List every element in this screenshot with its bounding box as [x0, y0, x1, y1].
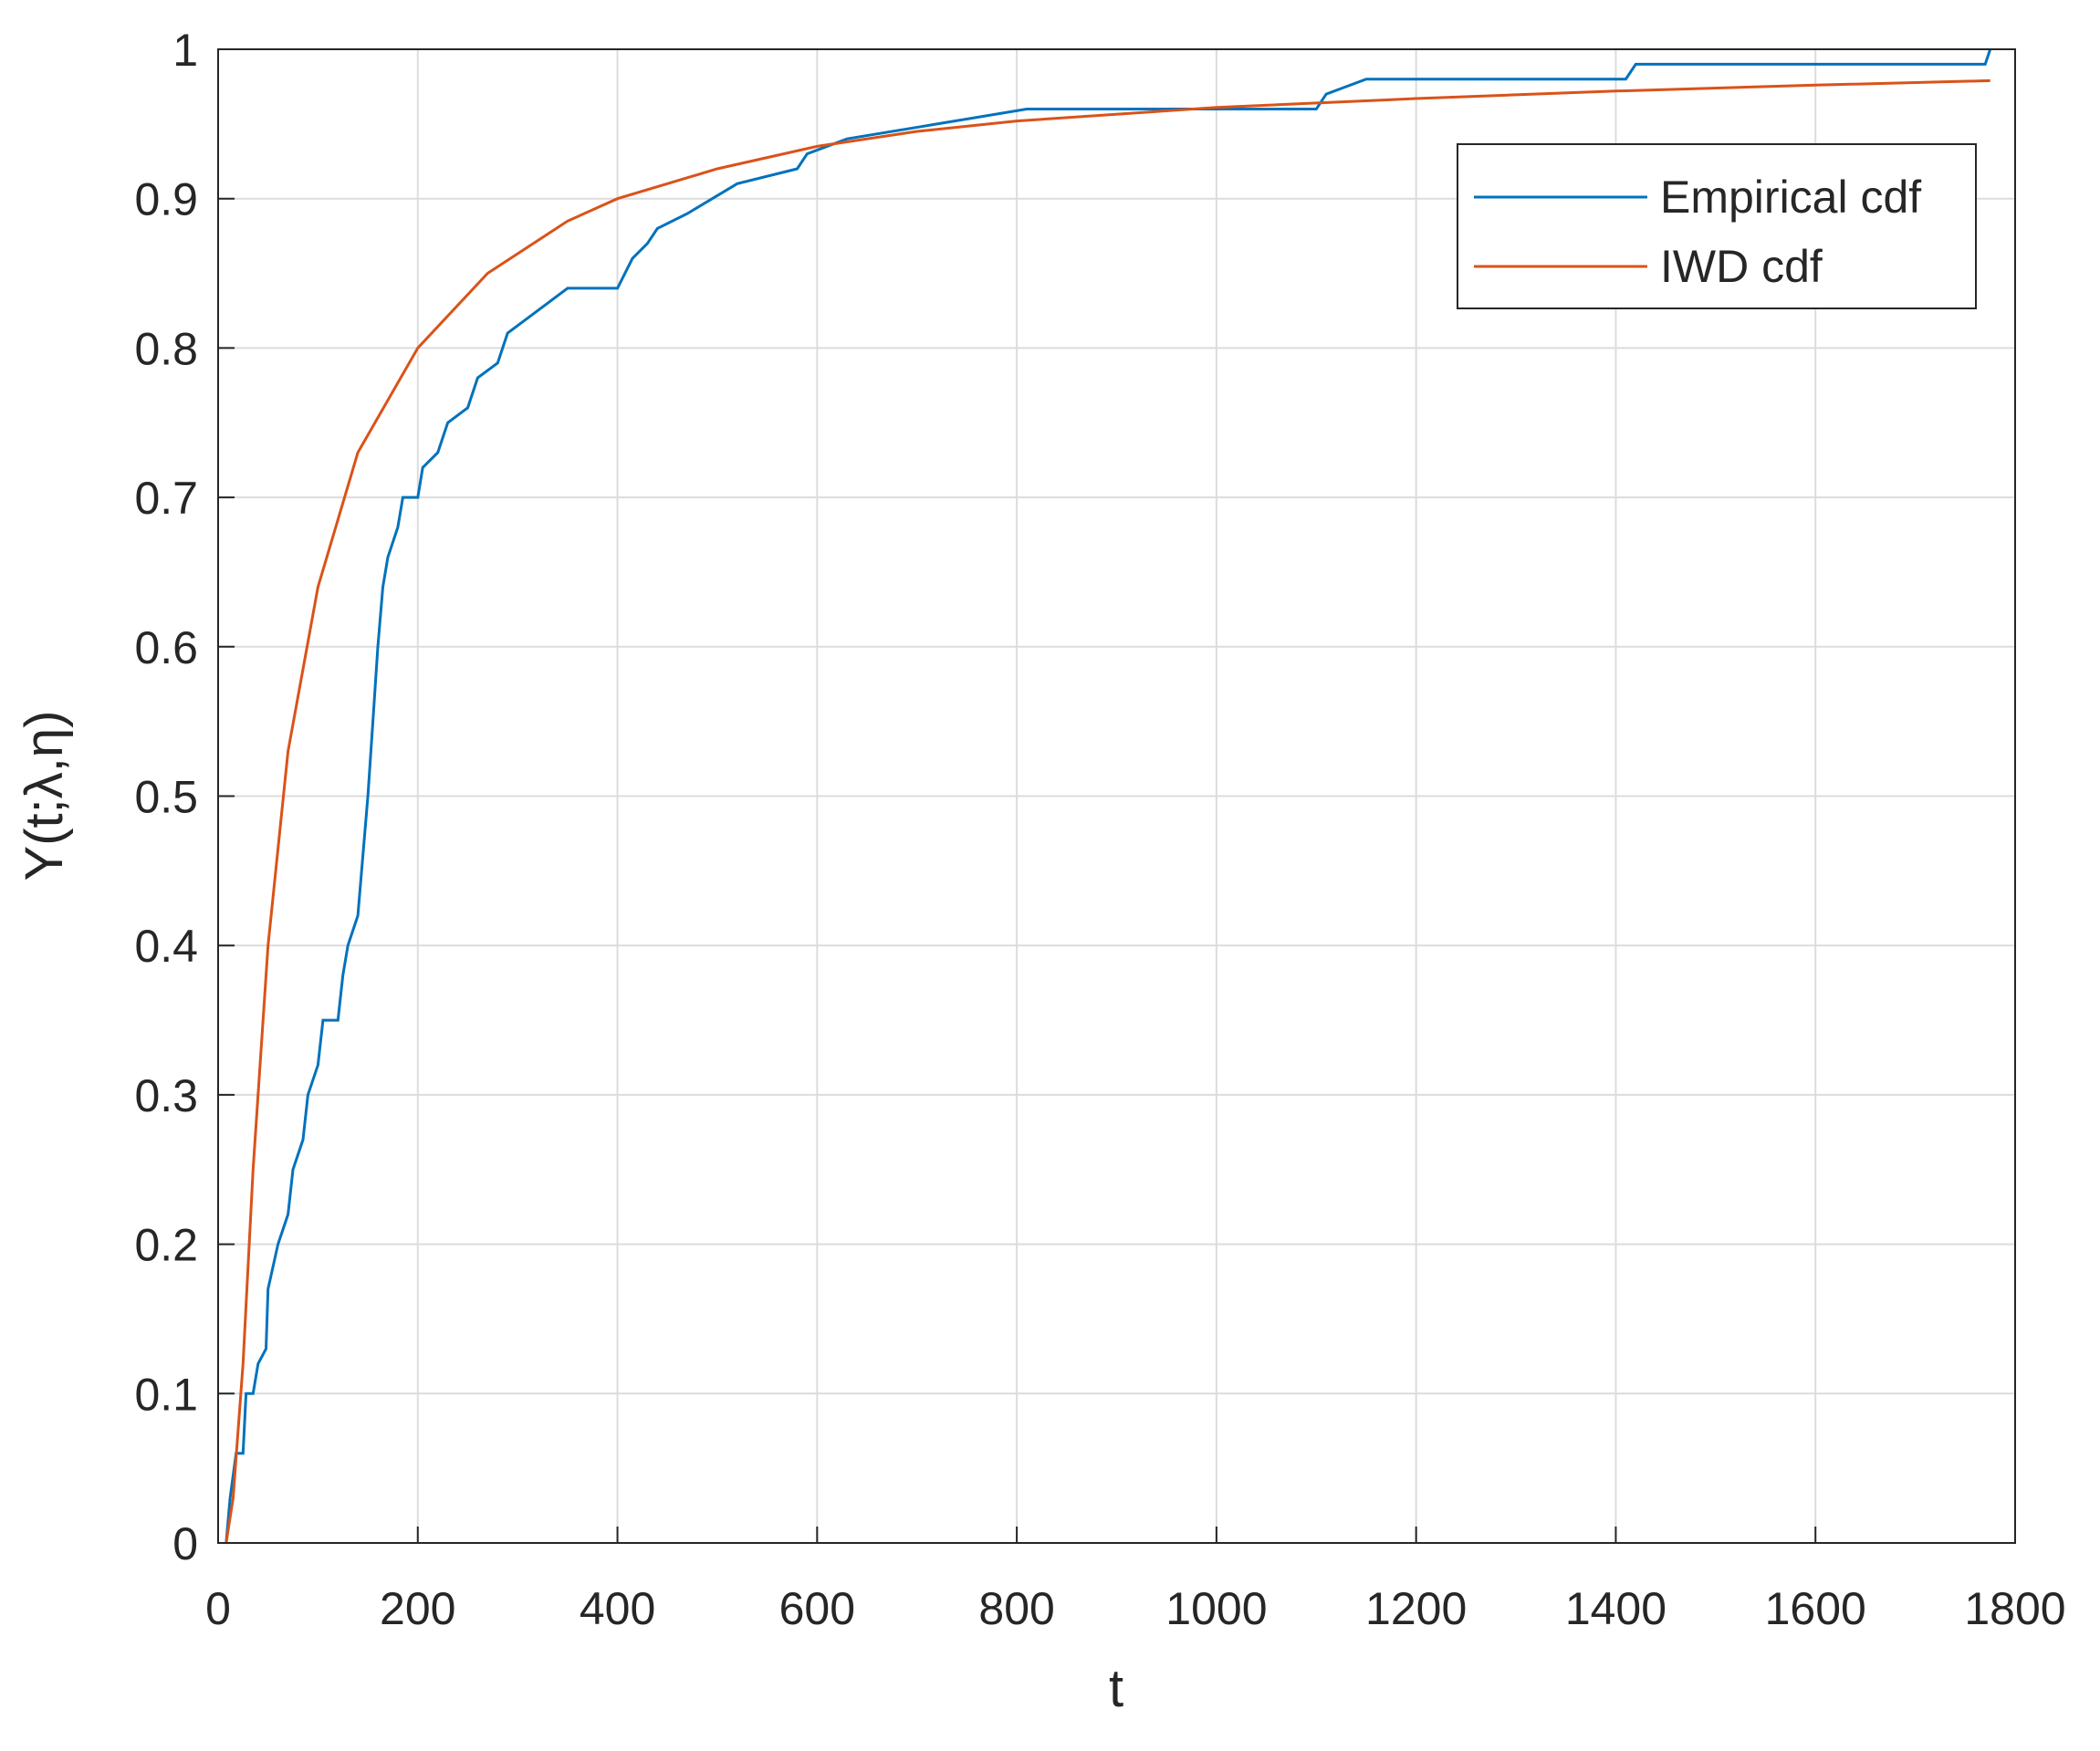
legend: Empirical cdf IWD cdf	[1457, 143, 1977, 309]
y-tick-label: 0.4	[134, 921, 198, 972]
y-tick-label: 0.2	[134, 1220, 198, 1271]
legend-box	[1457, 143, 1977, 309]
x-tick-label: 200	[380, 1583, 455, 1634]
y-tick-label: 0.8	[134, 323, 198, 374]
y-axis-label: Y(t;λ,η)	[15, 711, 74, 881]
y-tick-label: 0.7	[134, 473, 198, 524]
x-tick-label: 800	[978, 1583, 1054, 1634]
y-tick-label: 0.9	[134, 174, 198, 225]
plot-lines	[225, 48, 1992, 1544]
x-tick-label: 400	[580, 1583, 655, 1634]
y-tick-label: 0	[172, 1518, 198, 1569]
x-tick-label: 1600	[1765, 1583, 1866, 1634]
x-tick-label: 600	[779, 1583, 855, 1634]
x-tick-label: 1000	[1165, 1583, 1267, 1634]
y-tick-label: 0.5	[134, 772, 198, 823]
x-tick-label: 1400	[1565, 1583, 1666, 1634]
legend-label: Empirical cdf	[1660, 172, 1921, 223]
axes-box	[217, 48, 2016, 1544]
x-tick-label: 1800	[1964, 1583, 2065, 1634]
x-tick-label: 1200	[1365, 1583, 1467, 1634]
y-tick-label: 1	[172, 25, 198, 76]
legend-label: IWD cdf	[1660, 241, 1823, 292]
y-tick-label: 0.1	[134, 1369, 198, 1420]
y-tick-label: 0.3	[134, 1070, 198, 1121]
x-axis-label: t	[1109, 1659, 1123, 1718]
x-tick-label: 0	[205, 1583, 231, 1634]
tick-labels: 0 200 400 600 800 1000 1200 1400 1600 1800 0 0.1 0.2…	[134, 25, 2065, 1634]
series-line	[225, 78, 1990, 1544]
y-tick-label: 0.6	[134, 622, 198, 673]
